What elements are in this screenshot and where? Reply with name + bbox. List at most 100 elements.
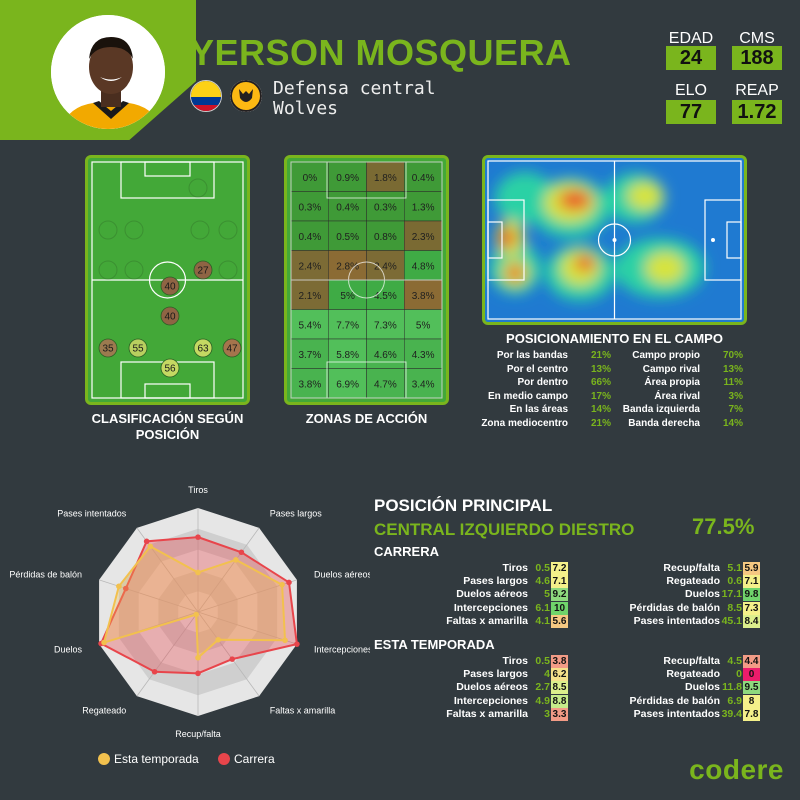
positioning-label: Zona mediocentro bbox=[481, 417, 568, 429]
radar-spoke bbox=[136, 611, 199, 697]
zone-value: 0.3% bbox=[374, 202, 397, 213]
stat-value-elo: 77 bbox=[666, 100, 716, 124]
metric-row: Regateado 0.6 7.1 bbox=[666, 575, 760, 589]
metric-percentile: 7.1 bbox=[551, 575, 568, 589]
metric-value: 4.9 bbox=[535, 694, 550, 707]
zone-cell bbox=[328, 191, 367, 222]
positioning-value: 14% bbox=[722, 417, 743, 429]
legend-season-label: Esta temporada bbox=[114, 752, 199, 766]
codere-logo: codere bbox=[689, 754, 784, 785]
metric-percentile: 10 bbox=[551, 601, 568, 615]
radar-point bbox=[294, 641, 300, 647]
zone-value: 2.8% bbox=[336, 261, 359, 272]
radar-axis-label: Pases largos bbox=[270, 508, 323, 518]
zone-cell bbox=[290, 161, 329, 192]
position-rating-circle bbox=[160, 306, 180, 326]
metric-row: Intercepciones 4.9 8.8 bbox=[454, 694, 568, 709]
radar-axis-label: Regateado bbox=[82, 706, 126, 716]
positioning-label: Por las bandas bbox=[496, 350, 568, 361]
metric-value: 0 bbox=[736, 668, 742, 681]
positioning-label: Área propia bbox=[644, 377, 700, 388]
radar-point bbox=[233, 557, 239, 563]
metric-percentile: 7.3 bbox=[743, 601, 760, 615]
zone-value: 5.4% bbox=[298, 320, 321, 331]
position-rating-circle bbox=[160, 358, 180, 378]
metric-value: 4.5 bbox=[727, 655, 742, 667]
positioning-value: 3% bbox=[728, 390, 743, 402]
positioning-value: 13% bbox=[722, 363, 743, 375]
zone-cell bbox=[366, 161, 405, 192]
metric-row: Duelos 17.1 9.8 bbox=[685, 588, 760, 602]
radar-point bbox=[147, 543, 154, 550]
positioning-value: 66% bbox=[590, 377, 611, 388]
zone-cell bbox=[404, 309, 443, 340]
stat-label-elo: ELO bbox=[674, 82, 707, 99]
positioning-value: 7% bbox=[728, 404, 743, 415]
metric-row: Pases intentados 39.4 7.8 bbox=[634, 707, 760, 722]
zone-value: 0.4% bbox=[298, 232, 321, 243]
stat-label-height: CMS bbox=[739, 30, 775, 47]
metric-label: Pases largos bbox=[463, 668, 528, 681]
metric-percentile: 6.2 bbox=[551, 668, 568, 682]
zone-value: 7.3% bbox=[374, 320, 397, 331]
metric-percentile: 8.5 bbox=[551, 681, 568, 695]
positioning-value: 70% bbox=[722, 350, 743, 361]
metric-row: Tiros 0.5 3.8 bbox=[503, 655, 568, 669]
zone-value: 5.8% bbox=[336, 350, 359, 361]
position-rating-value: 40 bbox=[164, 312, 176, 323]
metric-percentile: 8 bbox=[743, 694, 760, 708]
position-rating-circle bbox=[128, 338, 148, 358]
position-rating-circle bbox=[222, 338, 242, 358]
metric-value: 0.6 bbox=[727, 575, 742, 588]
stat-value-age: 24 bbox=[666, 46, 716, 70]
metric-percentile: 7.1 bbox=[743, 575, 760, 589]
positioning-value: 13% bbox=[590, 363, 611, 375]
zone-value: 5% bbox=[340, 291, 355, 302]
metric-percentile: 7.2 bbox=[551, 562, 568, 575]
zone-value: 0.8% bbox=[374, 232, 397, 243]
metric-label: Duelos aéreos bbox=[456, 588, 528, 601]
metric-row: Pérdidas de balón 6.9 8 bbox=[630, 694, 760, 709]
metric-label: Recup/falta bbox=[663, 562, 720, 574]
zone-value: 2.4% bbox=[374, 261, 397, 272]
zone-value: 1.3% bbox=[412, 202, 435, 213]
metric-row: Pases largos 4 6.2 bbox=[463, 668, 568, 682]
position-rating-value: 63 bbox=[197, 344, 209, 355]
metric-label: Pases intentados bbox=[633, 707, 720, 720]
radar-point bbox=[238, 549, 245, 556]
metric-row: Regateado 0 0 bbox=[666, 668, 760, 682]
position-rating-value: 56 bbox=[164, 364, 176, 375]
zone-value: 2.3% bbox=[412, 232, 435, 243]
legend-career-dot bbox=[218, 753, 230, 765]
positioning-label: Banda izquierda bbox=[622, 404, 700, 415]
zone-value: 0.4% bbox=[412, 173, 435, 184]
zone-value: 2.4% bbox=[298, 261, 321, 272]
metric-row: Duelos 11.8 9.5 bbox=[685, 681, 760, 695]
zone-cell bbox=[404, 161, 443, 192]
radar-point bbox=[101, 639, 107, 646]
metric-percentile: 8.8 bbox=[551, 694, 568, 708]
radar-point bbox=[229, 656, 236, 662]
zone-cell bbox=[328, 309, 367, 340]
zone-value: 3.8% bbox=[298, 379, 321, 390]
radar-axis-label: Tiros bbox=[188, 485, 208, 495]
zone-value: 4.3% bbox=[412, 350, 435, 361]
positioning-label: Campo rival bbox=[642, 363, 700, 375]
metric-label: Intercepciones bbox=[453, 694, 528, 707]
positioning-label: Por el centro bbox=[506, 363, 568, 375]
metric-value: 2.7 bbox=[535, 681, 550, 694]
zone-value: 0.5% bbox=[336, 232, 359, 243]
zone-cell bbox=[328, 279, 367, 310]
zone-cell bbox=[404, 250, 443, 281]
metric-percentile: 5.9 bbox=[743, 562, 760, 575]
radar-axis-label: Faltas x amarilla bbox=[270, 706, 336, 716]
metric-percentile: 9.8 bbox=[743, 588, 760, 602]
positioning-value: 21% bbox=[590, 350, 611, 361]
radar-axis-label: Pases intentados bbox=[57, 508, 127, 518]
zone-cell bbox=[366, 191, 405, 222]
metric-row: Pérdidas de balón 8.5 7.3 bbox=[630, 601, 760, 616]
zone-value: 4.5% bbox=[374, 291, 397, 302]
zone-value: 4.8% bbox=[412, 261, 435, 272]
position-rating-value: 47 bbox=[226, 344, 238, 355]
wolves-crest-icon bbox=[230, 80, 262, 112]
